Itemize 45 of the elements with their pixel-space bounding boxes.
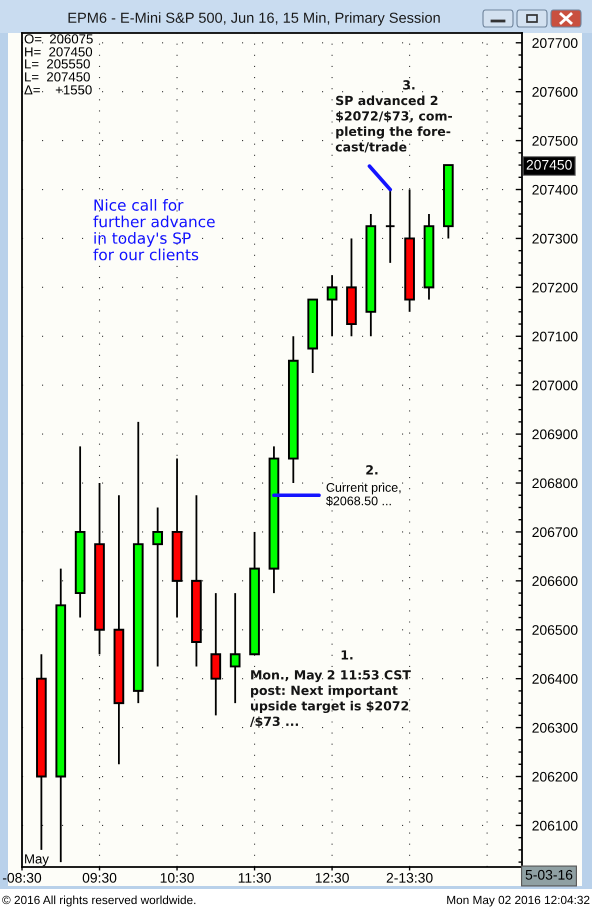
y-tick-label: 207500 bbox=[532, 136, 578, 146]
y-tick-label: 206300 bbox=[532, 722, 578, 733]
y-tick-label: 206900 bbox=[532, 429, 578, 440]
candlestick bbox=[230, 592, 241, 704]
annotation: Nice call for further advance in today's SP for our clients bbox=[93, 199, 215, 260]
y-tick-label: 206400 bbox=[532, 674, 578, 684]
y-tick-label: 207000 bbox=[532, 380, 578, 390]
annotation: Δ= +1550 bbox=[24, 85, 92, 95]
y-tick-label: 207300 bbox=[532, 234, 578, 244]
annotation: O= 206075 bbox=[24, 34, 93, 44]
annotation: 2. bbox=[366, 465, 378, 474]
annotation: May bbox=[25, 854, 49, 866]
y-tick-label: 206200 bbox=[532, 772, 578, 782]
annotation: H= 207450 bbox=[25, 47, 92, 57]
y-tick-label: 206100 bbox=[532, 820, 578, 831]
annotation: Current price, $2068.50 ... bbox=[326, 482, 401, 506]
annotation: L= 207450 bbox=[25, 72, 90, 82]
chart-title: EPM6 - E-Mini S&P 500, Jun 16, 15 Min, Primary Session bbox=[68, 12, 440, 26]
annotation: Mon., May 2 11:53 CST post: Next important upside target is $2072 /$73 ... bbox=[250, 670, 411, 728]
y-tick-label: 206800 bbox=[532, 478, 578, 488]
x-tick-label: 11:30 bbox=[238, 872, 271, 883]
text: © 2016 All rights reserved worldwide. bbox=[2, 895, 196, 906]
y-tick-label: 207400 bbox=[532, 184, 578, 195]
x-tick-label: -08:30 bbox=[2, 872, 42, 883]
text: 5-03-16 bbox=[526, 870, 572, 880]
x-tick-label: 09:30 bbox=[82, 872, 116, 883]
annotation: 1. bbox=[342, 650, 352, 660]
y-tick-label: 207100 bbox=[532, 332, 578, 342]
annotation: L= 205550 bbox=[25, 59, 90, 69]
text: 207450 bbox=[526, 160, 572, 170]
y-tick-label: 206500 bbox=[532, 625, 578, 635]
text: Mon May 02 2016 12:04:32 bbox=[447, 896, 590, 906]
x-tick-label: 12:30 bbox=[316, 872, 349, 883]
annotation: 3. bbox=[403, 80, 414, 90]
y-tick-label: 206700 bbox=[532, 527, 578, 538]
annotation: SP advanced 2 $2072/$73, com- pleting the fore- cast/trade bbox=[336, 96, 452, 153]
y-tick-label: 207700 bbox=[532, 38, 578, 48]
y-tick-label: 207200 bbox=[532, 282, 578, 293]
candlestick bbox=[384, 188, 396, 264]
y-tick-label: 206600 bbox=[532, 576, 578, 586]
candlestick bbox=[152, 506, 163, 668]
x-tick-label: 2-13:30 bbox=[386, 872, 433, 883]
y-tick-label: 207600 bbox=[532, 87, 578, 97]
x-tick-label: 10:30 bbox=[160, 872, 194, 883]
candlestick bbox=[326, 274, 338, 338]
